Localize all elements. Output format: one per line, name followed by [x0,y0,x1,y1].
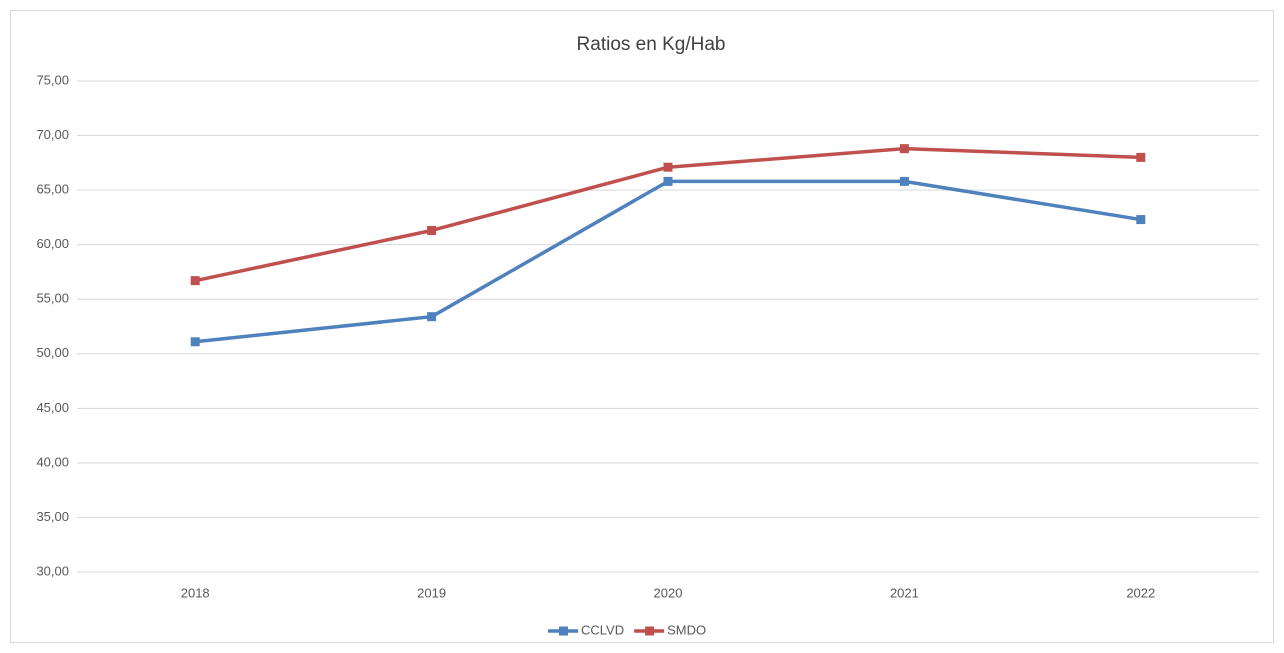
legend-swatch-marker [559,626,568,636]
marker [899,176,909,186]
y-tick-label: 30,00 [36,563,69,578]
marker [1136,215,1146,225]
x-tick-label: 2022 [1126,585,1155,600]
y-tick-label: 60,00 [36,236,69,251]
y-tick-label: 65,00 [36,182,69,197]
legend-label: CCLVD [581,622,624,637]
y-tick-label: 70,00 [36,127,69,142]
marker [190,276,200,286]
legend-label: SMDO [667,622,706,637]
marker [1136,152,1146,162]
y-tick-label: 75,00 [36,72,69,87]
y-tick-label: 40,00 [36,454,69,469]
x-tick-label: 2021 [890,585,919,600]
y-tick-label: 45,00 [36,400,69,415]
x-tick-label: 2018 [181,585,210,600]
chart-title: Ratios en Kg/Hab [577,34,726,55]
marker [190,337,200,347]
marker [663,176,673,186]
y-tick-label: 35,00 [36,509,69,524]
marker [427,225,437,235]
chart-border [10,10,1274,643]
x-tick-label: 2020 [654,585,683,600]
x-tick-label: 2019 [417,585,446,600]
y-tick-label: 55,00 [36,291,69,306]
marker [427,312,437,322]
y-tick-label: 50,00 [36,345,69,360]
legend-swatch-marker [645,626,655,636]
marker [663,162,673,172]
marker [899,144,909,154]
